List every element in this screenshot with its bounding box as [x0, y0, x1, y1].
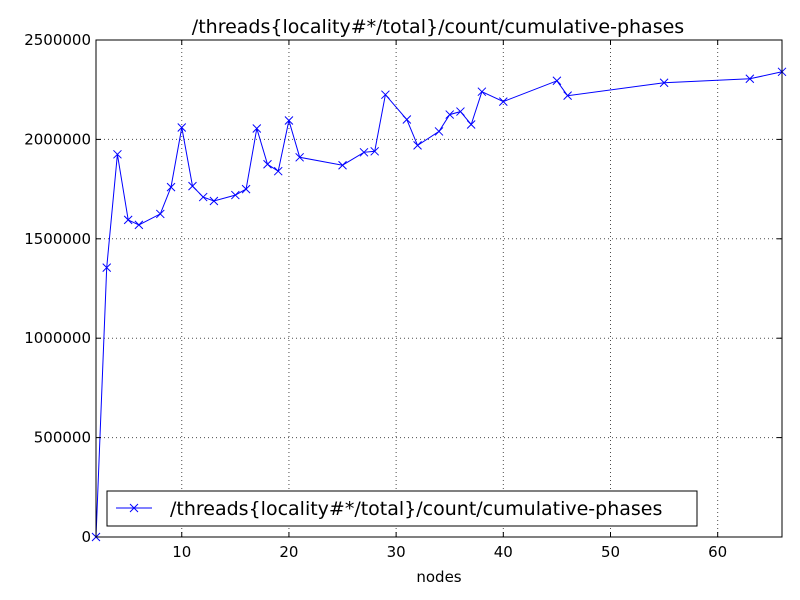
data-point-marker	[402, 115, 412, 124]
data-point-marker	[230, 190, 240, 200]
data-point-marker	[284, 116, 294, 125]
chart-title: /threads{locality#*/total}/count/cumulat…	[192, 16, 684, 38]
data-point-marker	[338, 160, 347, 170]
data-point-marker	[113, 149, 122, 159]
data-point-marker	[166, 182, 176, 192]
data-point-marker	[413, 141, 422, 150]
x-tick-label: 60	[708, 543, 727, 561]
legend-box	[106, 490, 698, 527]
x-axis-label: nodes	[416, 568, 461, 586]
data-point-marker	[252, 124, 262, 133]
data-point-marker	[295, 152, 305, 162]
y-tick-label: 1500000	[24, 230, 91, 248]
data-point-marker	[659, 78, 669, 88]
data-point-marker	[102, 263, 112, 272]
data-point-marker	[209, 196, 219, 206]
data-point-marker	[123, 215, 133, 225]
data-point-marker	[198, 192, 208, 202]
data-point-marker	[241, 184, 251, 194]
data-point-marker	[155, 209, 165, 219]
legend-marker-swatch	[129, 503, 139, 513]
x-tick-label: 20	[279, 543, 298, 561]
y-tick-label: 500000	[34, 429, 91, 447]
data-point-marker	[134, 220, 144, 230]
data-point-marker	[563, 91, 572, 101]
data-point-marker	[273, 166, 283, 176]
data-point-marker	[188, 181, 197, 191]
y-tick-label: 0	[81, 528, 91, 546]
x-tick-label: 40	[494, 543, 513, 561]
axis-ticks: 10 20 30 40 50 60 0 500000 1000000 1500000 2000000…	[24, 31, 782, 561]
legend-entry-label: /threads{locality#*/total}/count/cumulat…	[170, 498, 662, 520]
data-point-marker	[263, 159, 272, 169]
data-point-marker	[177, 123, 187, 132]
x-tick-label: 10	[172, 543, 191, 561]
legend: /threads{locality#*/total}/count/cumulat…	[106, 490, 698, 527]
data-point-marker	[381, 90, 390, 100]
x-tick-label: 50	[601, 543, 620, 561]
y-tick-label: 2500000	[24, 31, 91, 49]
data-point-marker	[477, 87, 487, 97]
data-point-marker	[359, 147, 369, 157]
data-point-marker	[370, 146, 380, 156]
data-point-marker	[466, 120, 476, 129]
data-point-marker	[445, 110, 455, 119]
grid-lines	[96, 40, 782, 537]
data-point-marker	[498, 97, 508, 106]
data-point-marker	[434, 127, 444, 136]
data-point-marker	[745, 74, 755, 84]
data-point-marker	[456, 107, 465, 116]
data-point-marker	[552, 76, 562, 86]
x-tick-label: 30	[387, 543, 406, 561]
y-tick-label: 2000000	[24, 130, 91, 148]
y-tick-label: 1000000	[24, 329, 91, 347]
plot-frame	[95, 39, 783, 538]
